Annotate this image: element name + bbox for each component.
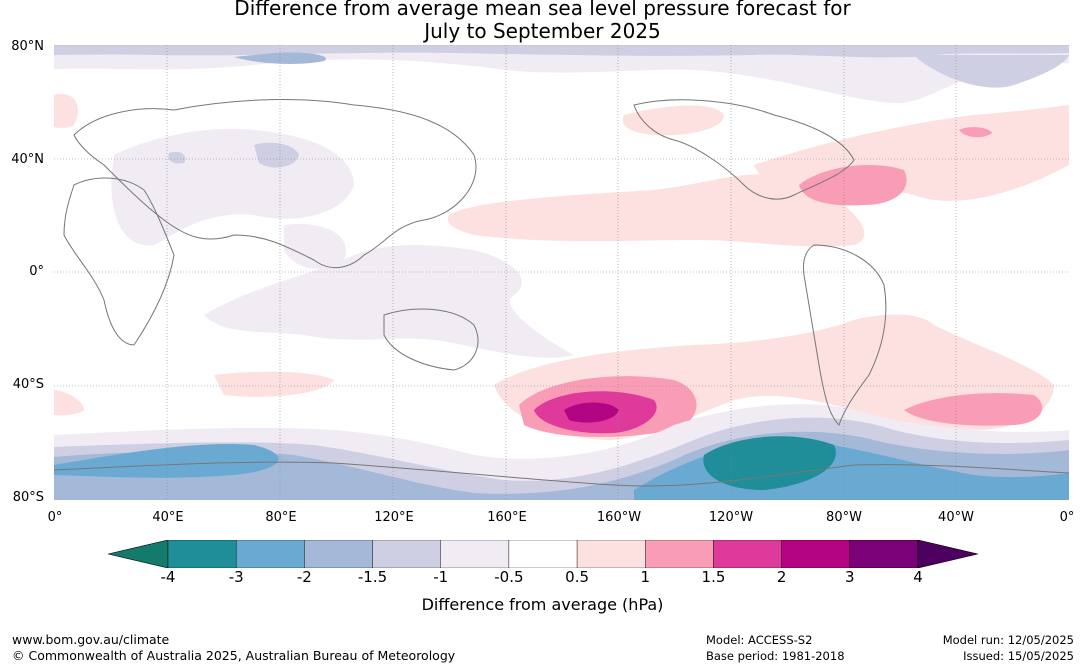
colorbar-tick-label: 2 — [776, 568, 787, 586]
arctic-blue-patch — [234, 52, 326, 64]
title-line-2: July to September 2025 — [424, 19, 661, 43]
map-svg — [53, 44, 1070, 501]
colorbar-tick-label: 3 — [845, 568, 855, 586]
central-asia-blue-patch — [254, 142, 299, 168]
colorbar-tick-label: 1 — [640, 568, 651, 586]
colorbar-tick-label: -2 — [296, 568, 312, 586]
colorbar-tick-label: -3 — [228, 568, 244, 586]
footer-base-period: Base period: 1981-2018 — [706, 649, 845, 663]
footer-model-run: Model run: 12/05/2025 — [942, 633, 1074, 647]
colorbar-box — [849, 539, 919, 569]
colorbar-box — [167, 539, 237, 569]
colorbar-box — [781, 539, 851, 569]
colorbar-tick-label: -1 — [433, 568, 449, 586]
lon-label-120e: 120°E — [374, 510, 414, 525]
colorbar-box — [372, 539, 441, 569]
lon-label-120w: 120°W — [708, 510, 754, 525]
colorbar-tick-label: -1.5 — [357, 568, 388, 586]
antarctica-outline — [53, 461, 1070, 487]
footer-copyright: © Commonwealth of Australia 2025, Austra… — [12, 648, 456, 663]
colorbar-box — [235, 539, 305, 569]
lon-label-40w: 40°W — [938, 510, 974, 525]
footer-website: www.bom.gov.au/climate — [12, 632, 170, 647]
indian-ocean-pink — [214, 371, 334, 397]
lon-label-40e: 40°E — [152, 510, 184, 525]
south-atlantic-pink-core — [904, 393, 1043, 426]
antarctic-indian-blue — [54, 444, 279, 478]
colorbar-box — [645, 539, 714, 569]
coastlines — [53, 99, 1070, 487]
lat-label-80s: 80°S — [12, 490, 44, 505]
africa-outline — [63, 177, 175, 346]
lon-label-160e: 160°E — [487, 510, 527, 525]
colorbar-tick-label: -4 — [160, 568, 176, 586]
lat-label-80n: 80°N — [11, 39, 44, 54]
lon-label-0-left: 0° — [47, 510, 63, 525]
legend-title: Difference from average (hPa) — [421, 595, 664, 614]
colorbar-box — [440, 539, 510, 569]
australia-outline — [383, 308, 479, 371]
footer-issued: Issued: 15/05/2025 — [963, 649, 1074, 663]
colorbar-tick-label: -0.5 — [494, 568, 524, 586]
lon-label-80e: 80°E — [265, 510, 297, 525]
colorbar-tick-label: 4 — [913, 568, 923, 586]
europe-pink-patch — [54, 94, 78, 128]
colorbar-box — [304, 539, 373, 569]
lat-label-40s: 40°S — [12, 377, 44, 392]
colorbar-tick-label: 0.5 — [565, 568, 590, 586]
lon-label-160w: 160°W — [596, 510, 642, 525]
colorbar-box — [576, 539, 646, 569]
lat-label-0: 0° — [29, 264, 44, 279]
indo-pacific-light-region — [204, 245, 574, 358]
colorbar — [107, 539, 979, 569]
eurasia-outline — [73, 99, 477, 269]
arctic-blue-band — [54, 45, 1069, 58]
colorbar-box — [508, 539, 578, 569]
atlantic-pink-core — [959, 127, 992, 138]
lon-label-80w: 80°W — [826, 510, 862, 525]
north-america-pink-core — [799, 165, 907, 206]
colorbar-extend-high — [917, 539, 979, 569]
map-title: Difference from average mean sea level p… — [0, 0, 1085, 43]
greenland-patch — [914, 55, 1069, 88]
colorbar-tick-label: 1.5 — [701, 568, 726, 586]
footer-model: Model: ACCESS-S2 — [706, 633, 813, 647]
pressure-anomaly-map — [53, 44, 1070, 501]
colorbar-svg — [107, 539, 979, 569]
lat-label-40n: 40°N — [11, 152, 44, 167]
lon-label-0-right: 0° — [1059, 510, 1075, 525]
colorbar-box — [713, 539, 782, 569]
west-asia-blue-patch — [168, 151, 186, 164]
maritime-continent-light — [284, 224, 346, 269]
south-atlantic-west-pink — [54, 390, 84, 416]
north-america-outline — [633, 99, 855, 200]
colorbar-extend-low — [107, 539, 169, 569]
south-pacific-core-max — [564, 402, 619, 423]
title-line-1: Difference from average mean sea level p… — [234, 0, 851, 20]
alaska-pink-patch — [622, 105, 724, 136]
antarctic-pacific-teal-core — [703, 436, 836, 490]
north-pacific-pink — [447, 174, 865, 247]
south-america-outline — [803, 244, 887, 426]
